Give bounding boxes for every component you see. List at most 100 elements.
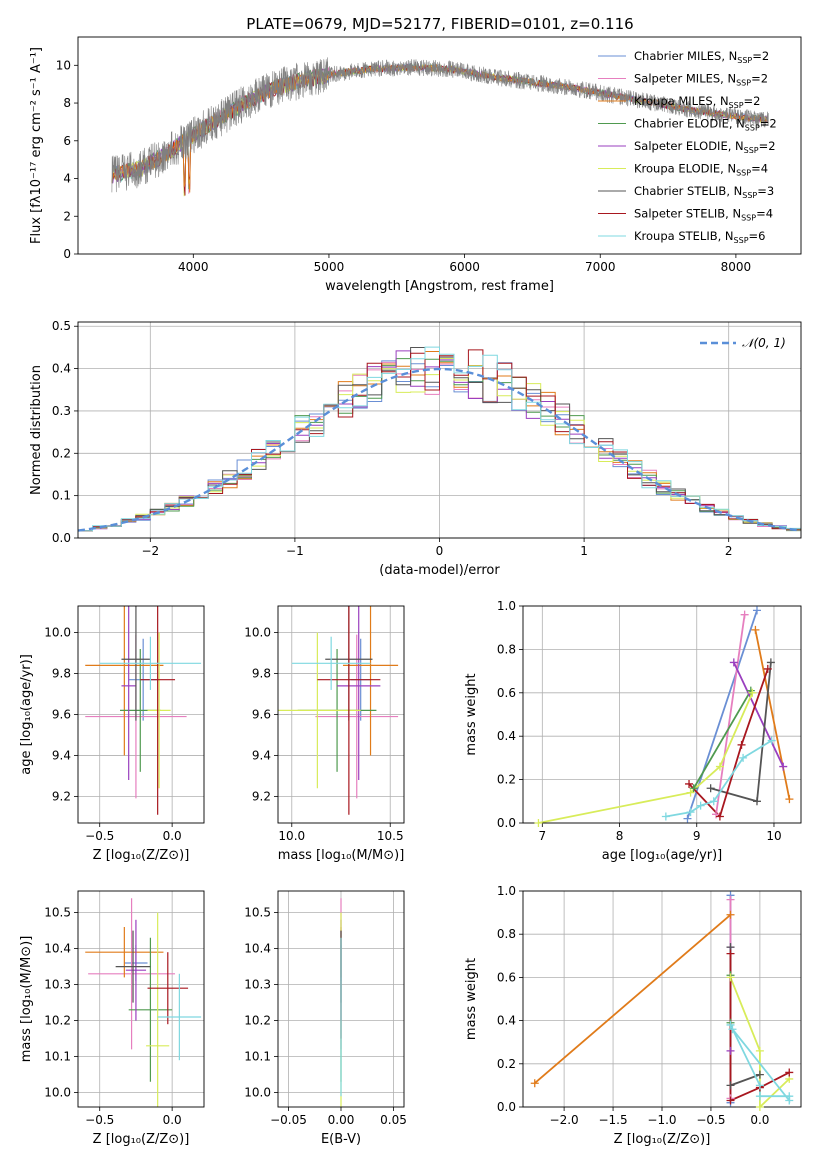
panel-mass_vs_Z: −0.5 0.0 10.0 10.1 10.2 10.3 10.4 10.5 Z [log₁₀(… [19,890,205,1147]
x-tick-label: 6000 [449,260,480,274]
weight-marker [726,1096,735,1105]
weight-marker [696,801,705,810]
weight-marker [686,808,695,817]
panel-spectrum: 4000 5000 6000 7000 8000 0 2 4 6 8 10 wavelength [A… [29,36,802,294]
axes-frame [77,36,802,255]
weight-line [729,1024,791,1104]
legend-entry: 𝒩(0, 1) [742,336,786,350]
y-tick-label: 0.3 [52,404,71,418]
y-tick-label: 10.0 [244,1086,271,1100]
y-tick-label: 0.4 [497,1014,516,1028]
weight-marker [685,779,694,788]
y-tick-label: 9.2 [52,789,71,803]
y-axis-label: mass weight [464,958,479,1040]
x-tick-label: −0.5 [85,829,114,843]
legend-value: =4 [756,207,773,221]
weight-marker [755,1092,764,1101]
legend-subscript: SSP [741,214,756,223]
weight-marker [737,740,746,749]
panel-weight_vs_age: 7 8 9 10 0.0 0.2 0.4 0.6 0.8 1.0 age [log₁₀(age/yr… [464,599,802,863]
y-tick-label: 9.6 [52,708,71,722]
weight-marker [715,812,724,821]
panel-mass_vs_EBV: −0.05 0.00 0.05 10.0 10.1 10.2 10.3 10.4 10.5 E(B… [244,890,407,1147]
weight-marker [755,1046,764,1055]
legend-value: =2 [760,117,777,131]
y-tick-label: 10.1 [44,1050,71,1064]
weight-marker [726,895,735,904]
x-tick-label: −1 [286,544,304,558]
legend-entry: Chabrier MILES, NSSP=2 [634,49,769,65]
legend-subscript: SSP [737,56,752,65]
weight-marker [726,1046,735,1055]
weight-marker [726,949,735,958]
panel-residuals: −2 −1 0 1 2 0.0 0.1 0.2 0.3 0.4 0.5 (data-model)/er… [29,319,802,578]
y-tick-label: 0.5 [52,319,71,333]
weight-marker [751,625,760,634]
y-axis-label: Normed distribution [29,365,44,495]
y-tick-label: 0.0 [52,531,71,545]
grid-lines [278,606,404,823]
legend-subscript: SSP [729,101,744,110]
y-tick-label: 0.6 [497,970,516,984]
weight-marker [689,784,698,793]
y-tick-label: 0.8 [497,927,516,941]
plot-area [85,898,202,1107]
x-tick-label: 9 [693,829,701,843]
legend-entry: Salpeter MILES, NSSP=2 [634,72,768,88]
legend-value: =2 [759,139,776,153]
axes-frame [277,890,405,1108]
y-tick-label: 0.6 [497,686,516,700]
legend-value: =2 [744,94,761,108]
weight-marker [726,910,735,919]
weight-marker [752,606,761,615]
plot-area [538,610,791,823]
x-tick-label: −0.5 [696,1113,725,1127]
x-tick-label: 4000 [178,260,209,274]
weight-marker [755,1103,764,1111]
y-tick-label: 10.4 [44,942,71,956]
weight-marker [763,664,772,673]
axes-frame [77,890,205,1108]
weight-marker [530,1079,539,1088]
y-tick-label: 0.2 [497,773,516,787]
y-tick-label: 0.0 [497,1100,516,1114]
x-tick-label: −2 [141,544,159,558]
legend-subscript: SSP [734,236,749,245]
y-tick-label: 10.3 [44,978,71,992]
weight-marker [726,973,735,982]
y-tick-label: 0.8 [497,642,516,656]
x-tick-label: −2.0 [550,1113,579,1127]
y-tick-label: 1.0 [497,884,516,898]
y-tick-label: 10.2 [44,1014,71,1028]
x-tick-label: 0.0 [750,1113,769,1127]
legend-entry: Salpeter STELIB, NSSP=4 [634,207,773,223]
axes-frame [77,321,802,539]
x-tick-label: −0.5 [85,1113,114,1127]
y-axis-label: age [log₁₀(age/yr)] [19,654,34,775]
y-tick-label: 1.0 [497,599,516,613]
weight-line [665,739,773,818]
weight-marker [785,795,794,804]
panel-age_vs_mass: 10.0 10.5 9.2 9.4 9.6 9.8 10.0 mass [log₁₀(M/M⊙… [244,605,405,863]
weight-marker [709,797,718,806]
weight-marker [534,819,543,827]
y-tick-label: 10.0 [44,1086,71,1100]
y-tick-label: 10.0 [44,626,71,640]
weight-line [534,914,732,1084]
legend-subscript: SSP [736,169,751,178]
x-axis-label: wavelength [Angstrom, rest frame] [325,279,554,294]
legend-entry: Chabrier ELODIE, NSSP=2 [634,117,777,133]
y-tick-label: 10.1 [244,1050,271,1064]
x-tick-label: −0.05 [270,1113,307,1127]
weight-marker [726,1081,735,1090]
x-axis-label: age [log₁₀(age/yr)] [602,848,723,863]
x-tick-label: 5000 [314,260,345,274]
weight-marker [661,812,670,821]
legend-subscript: SSP [744,146,759,155]
legend-entry: Chabrier STELIB, NSSP=3 [634,184,774,200]
weight-marker [728,1025,737,1034]
y-axis-label: mass [log₁₀(M/M⊙)] [19,936,34,1063]
y-tick-label: 10 [56,58,71,72]
axes-frame [77,605,205,824]
